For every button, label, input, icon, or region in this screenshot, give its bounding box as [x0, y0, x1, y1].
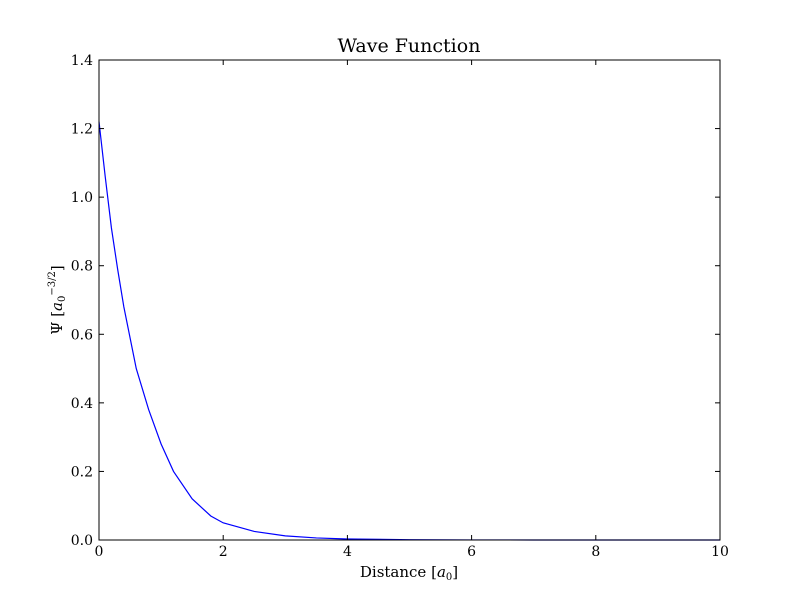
chart-title: Wave Function — [338, 35, 481, 57]
x-axis-ticks: 0 2 4 6 8 10 — [95, 60, 729, 560]
x-tick-label: 2 — [219, 544, 228, 560]
x-tick-label: 10 — [711, 544, 729, 560]
y-tick-label: 1.0 — [71, 190, 93, 206]
axes-frame — [98, 59, 721, 541]
x-tick-label: 0 — [95, 544, 104, 560]
x-tick-label: 4 — [343, 544, 352, 560]
y-tick-label: 0.6 — [71, 327, 93, 343]
y-axis-label: Ψ [a0−3/2] — [47, 265, 68, 334]
series-line-0 — [98, 121, 720, 541]
y-tick-label: 0.0 — [71, 533, 93, 549]
x-axis-label: Distance [a0] — [360, 563, 458, 583]
y-axis-ticks: 0.0 0.2 0.4 0.6 0.8 1.0 1.2 1.4 — [71, 53, 720, 549]
x-tick-label: 8 — [591, 544, 600, 560]
x-tick-label: 6 — [467, 544, 476, 560]
y-tick-label: 1.4 — [71, 53, 93, 69]
y-tick-label: 1.2 — [71, 122, 93, 138]
y-tick-label: 0.2 — [71, 464, 93, 480]
curve-layer — [98, 121, 720, 541]
y-tick-label: 0.4 — [71, 396, 93, 412]
y-tick-label: 0.8 — [71, 259, 93, 275]
